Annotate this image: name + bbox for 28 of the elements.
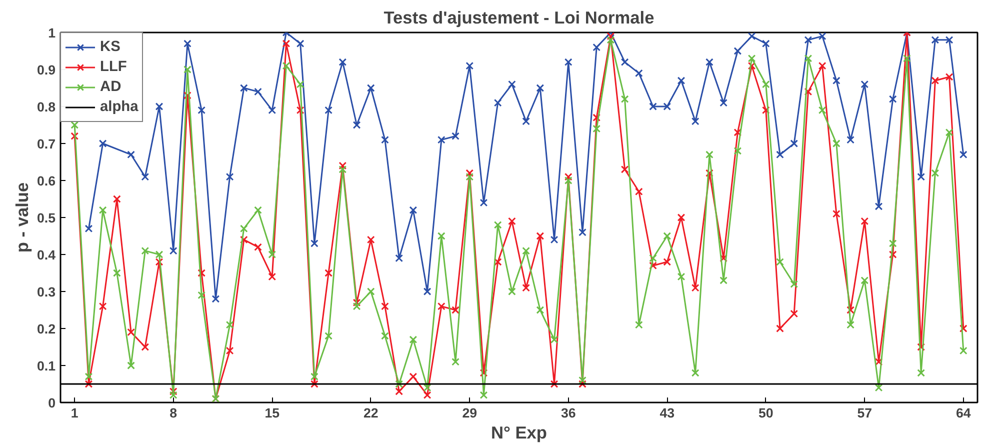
y-tick-label: 0.9 (36, 62, 56, 78)
y-tick-label: 0.8 (36, 100, 56, 114)
x-tick-label: 50 (758, 406, 774, 420)
y-tick-label: 0 (48, 396, 56, 410)
y-axis-title: p - value (12, 182, 32, 253)
x-tick-label: 57 (857, 406, 872, 420)
x-tick-label: 29 (462, 406, 478, 420)
y-tick-label: 0.3 (36, 284, 56, 300)
y-tick-label: 0.4 (36, 248, 56, 262)
x-tick-label: 1 (70, 406, 79, 420)
y-tick-label: 1 (48, 26, 56, 40)
chart-title: Tests d'ajustement - Loi Normale (384, 8, 655, 28)
y-tick-label: 0.5 (36, 210, 56, 226)
x-tick-label: 22 (363, 406, 378, 420)
x-tick-label: 15 (264, 406, 280, 420)
x-tick-label: 43 (660, 406, 675, 420)
y-tick-label: 0.6 (36, 174, 56, 188)
x-tick-label: 8 (170, 406, 178, 420)
x-tick-label: 36 (560, 406, 576, 420)
y-tick-label: 0.7 (36, 136, 56, 152)
x-tick-label: 64 (956, 406, 972, 420)
legend-label: alpha (100, 99, 138, 115)
legend-label: LLF (100, 59, 127, 75)
y-tick-label: 0.2 (36, 322, 56, 336)
x-axis-title: N° Exp (490, 422, 548, 442)
legend-label: AD (100, 79, 122, 95)
legend-label: KS (100, 39, 120, 55)
y-tick-label: 0.1 (36, 358, 56, 374)
